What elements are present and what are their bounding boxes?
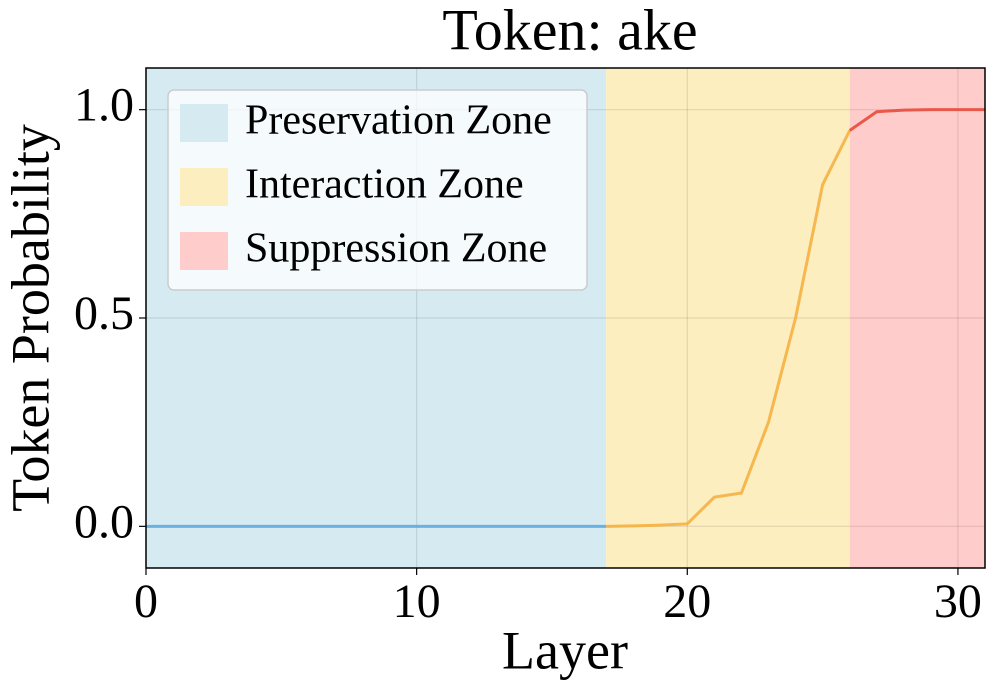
legend-swatch: [180, 232, 228, 270]
x-tick-label: 10: [393, 575, 441, 628]
legend-swatch: [180, 168, 228, 206]
y-tick-label: 0.0: [74, 495, 134, 548]
x-tick-label: 0: [134, 575, 158, 628]
zone: [849, 68, 985, 568]
legend-label: Interaction Zone: [245, 162, 524, 208]
legend-label: Suppression Zone: [245, 226, 547, 272]
x-tick-label: 30: [934, 575, 982, 628]
y-axis-label: Token Probability: [0, 124, 60, 512]
chart-title: Token: ake: [442, 0, 697, 62]
plot-frame: [145, 67, 986, 569]
line: [848, 108, 985, 132]
line: [606, 129, 852, 528]
x-axis-label: Layer: [502, 620, 628, 680]
legend-label: Preservation Zone: [245, 98, 552, 144]
legend-swatch: [180, 104, 228, 142]
x-tick-label: 20: [663, 575, 711, 628]
zone: [606, 68, 850, 568]
legend-box: [167, 89, 588, 291]
y-tick-label: 0.5: [74, 287, 134, 340]
y-tick-label: 1.0: [74, 79, 134, 132]
